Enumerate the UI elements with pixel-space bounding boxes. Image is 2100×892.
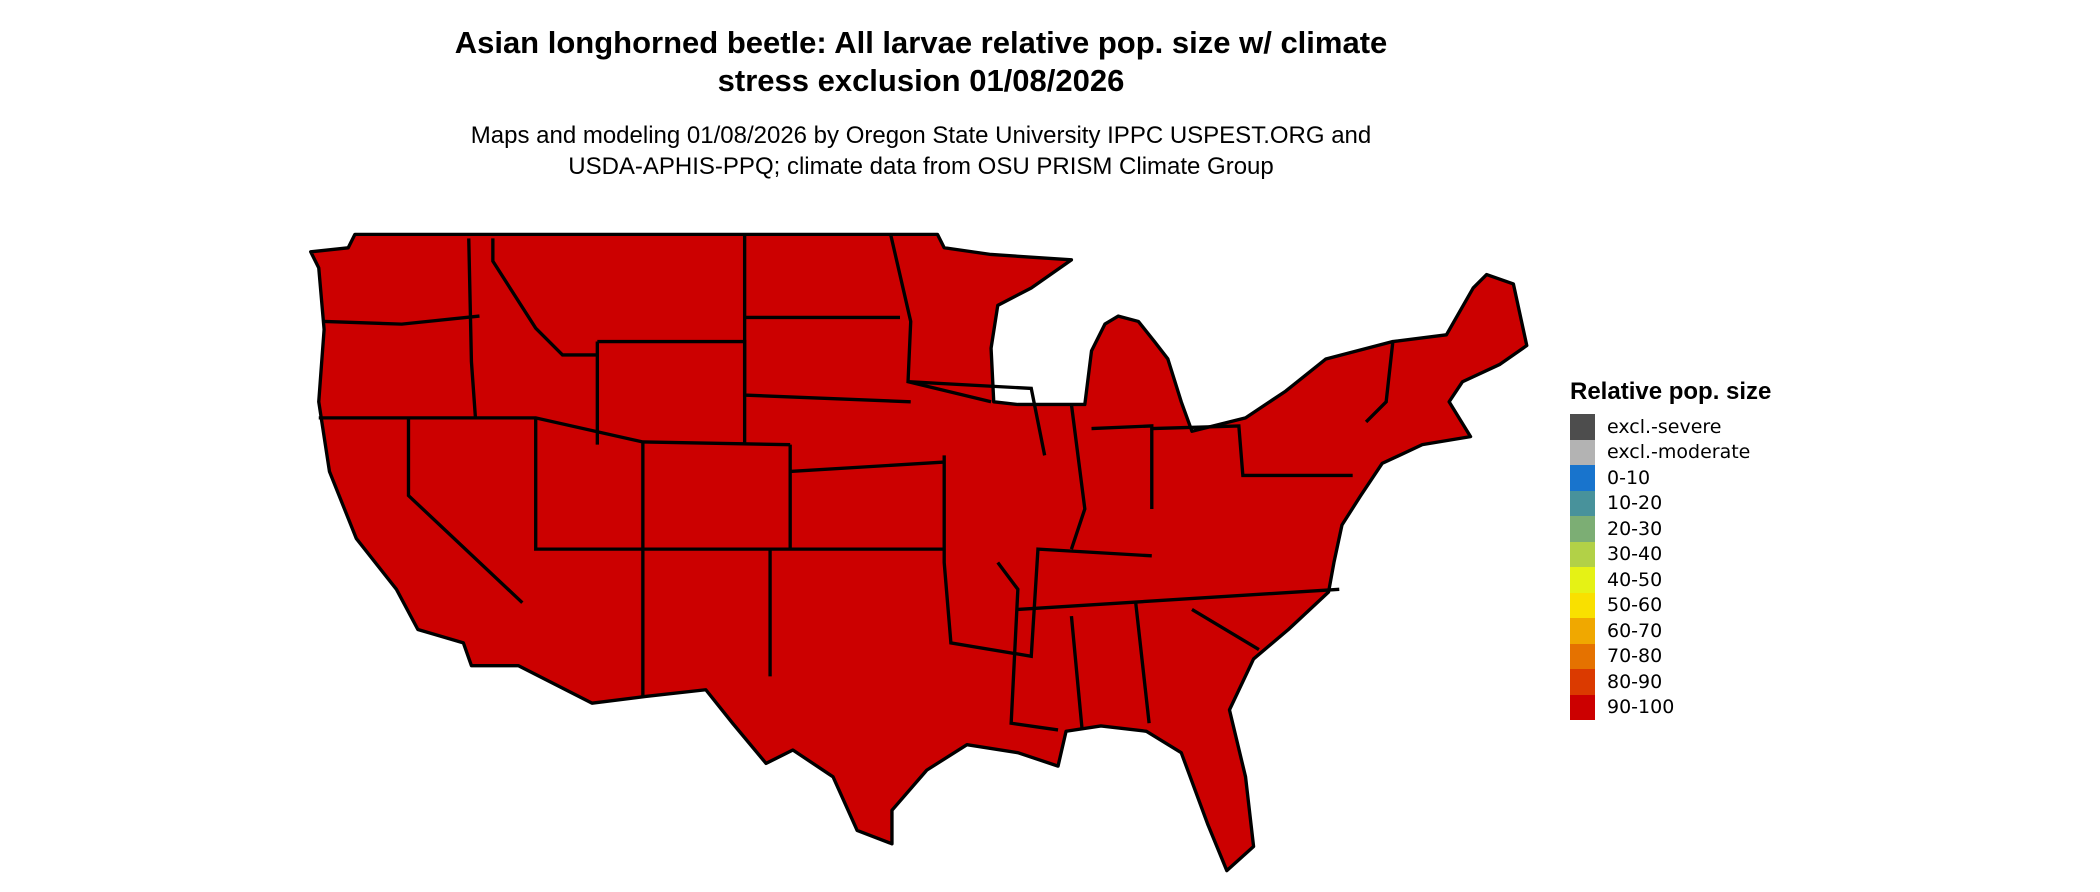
legend-swatch (1570, 541, 1595, 567)
map-subtitle: Maps and modeling 01/08/2026 by Oregon S… (321, 120, 1521, 182)
legend-items: excl.-severe excl.-moderate 0-10 10-20 20-30… (1570, 414, 1771, 720)
legend-label: 20-30 (1607, 517, 1663, 540)
legend-item: excl.-moderate (1570, 439, 1771, 465)
legend-swatch (1570, 592, 1595, 618)
legend-label: 90-100 (1607, 696, 1675, 719)
legend-label: 30-40 (1607, 543, 1663, 566)
legend-swatch (1570, 490, 1595, 516)
legend-label: 70-80 (1607, 645, 1663, 668)
legend-item: excl.-severe (1570, 414, 1771, 440)
title-line-1: Asian longhorned beetle: All larvae rela… (454, 25, 1388, 60)
legend-item: 40-50 (1570, 567, 1771, 593)
legend-label: 50-60 (1607, 594, 1663, 617)
subtitle-line-1: Maps and modeling 01/08/2026 by Oregon S… (470, 122, 1372, 149)
legend-swatch (1570, 439, 1595, 465)
legend-label: 0-10 (1607, 466, 1651, 489)
subtitle-line-2: USDA-APHIS-PPQ; climate data from OSU PR… (568, 153, 1274, 180)
legend-swatch (1570, 669, 1595, 695)
legend-label: 60-70 (1607, 619, 1663, 642)
legend: Relative pop. size excl.-severe excl.-mod… (1570, 378, 1771, 720)
legend-item: 30-40 (1570, 541, 1771, 567)
legend-item: 0-10 (1570, 465, 1771, 491)
legend-label: 40-50 (1607, 568, 1663, 591)
legend-item: 60-70 (1570, 618, 1771, 644)
legend-swatch (1570, 414, 1595, 440)
legend-label: excl.-moderate (1607, 441, 1751, 464)
legend-swatch (1570, 643, 1595, 669)
legend-item: 50-60 (1570, 592, 1771, 618)
state-borders (318, 234, 1395, 732)
legend-item: 90-100 (1570, 694, 1771, 720)
legend-swatch (1570, 618, 1595, 644)
legend-item: 20-30 (1570, 516, 1771, 542)
legend-swatch (1570, 516, 1595, 542)
legend-item: 80-90 (1570, 669, 1771, 695)
legend-label: 80-90 (1607, 670, 1663, 693)
legend-swatch (1570, 694, 1595, 720)
legend-item: 10-20 (1570, 490, 1771, 516)
legend-swatch (1570, 465, 1595, 491)
legend-label: 10-20 (1607, 492, 1663, 515)
map-title: Asian longhorned beetle: All larvae rela… (321, 24, 1521, 100)
us-outline (309, 232, 1529, 873)
legend-title: Relative pop. size (1570, 378, 1772, 405)
legend-item: 70-80 (1570, 643, 1771, 669)
legend-label: excl.-severe (1607, 415, 1722, 438)
legend-swatch (1570, 567, 1595, 593)
title-line-2: stress exclusion 01/08/2026 (717, 63, 1125, 98)
